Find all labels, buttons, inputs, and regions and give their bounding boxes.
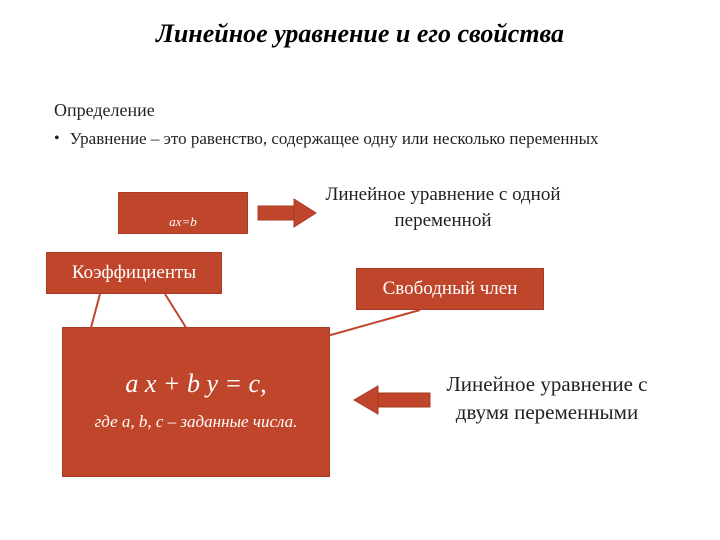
label-linear-one-var: Линейное уравнение с одной переменной bbox=[318, 182, 568, 233]
definition-bullet: • Уравнение – это равенство, содержащее … bbox=[54, 128, 599, 151]
equation-box-two-var: a x + b y = c, где a, b, c – заданные чи… bbox=[62, 327, 330, 477]
coefficients-label-box: Коэффициенты bbox=[46, 252, 222, 294]
equation-two-var-note: где a, b, c – заданные числа. bbox=[95, 409, 298, 435]
equation-one-var: ax=b bbox=[169, 214, 197, 230]
arrow-left-icon bbox=[354, 386, 430, 414]
arrow-right-icon bbox=[258, 199, 316, 227]
free-term-label: Свободный член bbox=[383, 278, 518, 300]
equation-box-one-var: ax=b bbox=[118, 192, 248, 234]
coefficients-label: Коэффициенты bbox=[72, 262, 196, 284]
page-title: Линейное уравнение и его свойства bbox=[0, 0, 720, 49]
bullet-dot-icon: • bbox=[54, 128, 60, 151]
definition-text: Уравнение – это равенство, содержащее од… bbox=[70, 128, 599, 151]
label-linear-two-var: Линейное уравнение с двумя переменными bbox=[442, 370, 652, 427]
equation-two-var: a x + b y = c, bbox=[125, 369, 266, 399]
definition-heading: Определение bbox=[54, 100, 155, 121]
free-term-label-box: Свободный член bbox=[356, 268, 544, 310]
